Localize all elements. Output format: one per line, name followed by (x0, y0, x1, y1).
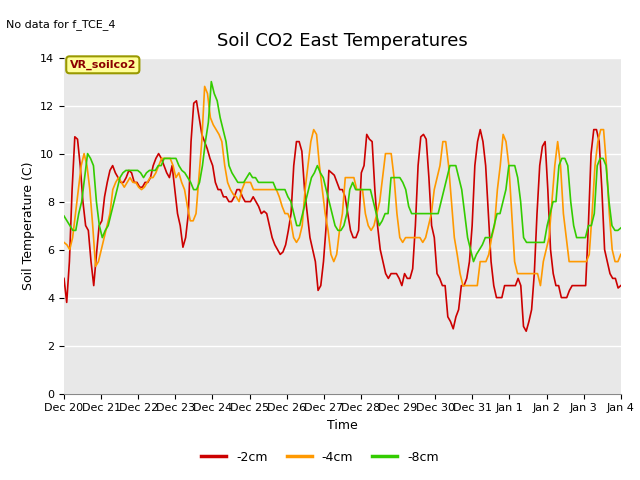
Title: Soil CO2 East Temperatures: Soil CO2 East Temperatures (217, 33, 468, 50)
X-axis label: Time: Time (327, 419, 358, 432)
Legend: -2cm, -4cm, -8cm: -2cm, -4cm, -8cm (196, 446, 444, 469)
Text: VR_soilco2: VR_soilco2 (70, 60, 136, 70)
Text: No data for f_TCE_4: No data for f_TCE_4 (6, 19, 116, 30)
Y-axis label: Soil Temperature (C): Soil Temperature (C) (22, 161, 35, 290)
